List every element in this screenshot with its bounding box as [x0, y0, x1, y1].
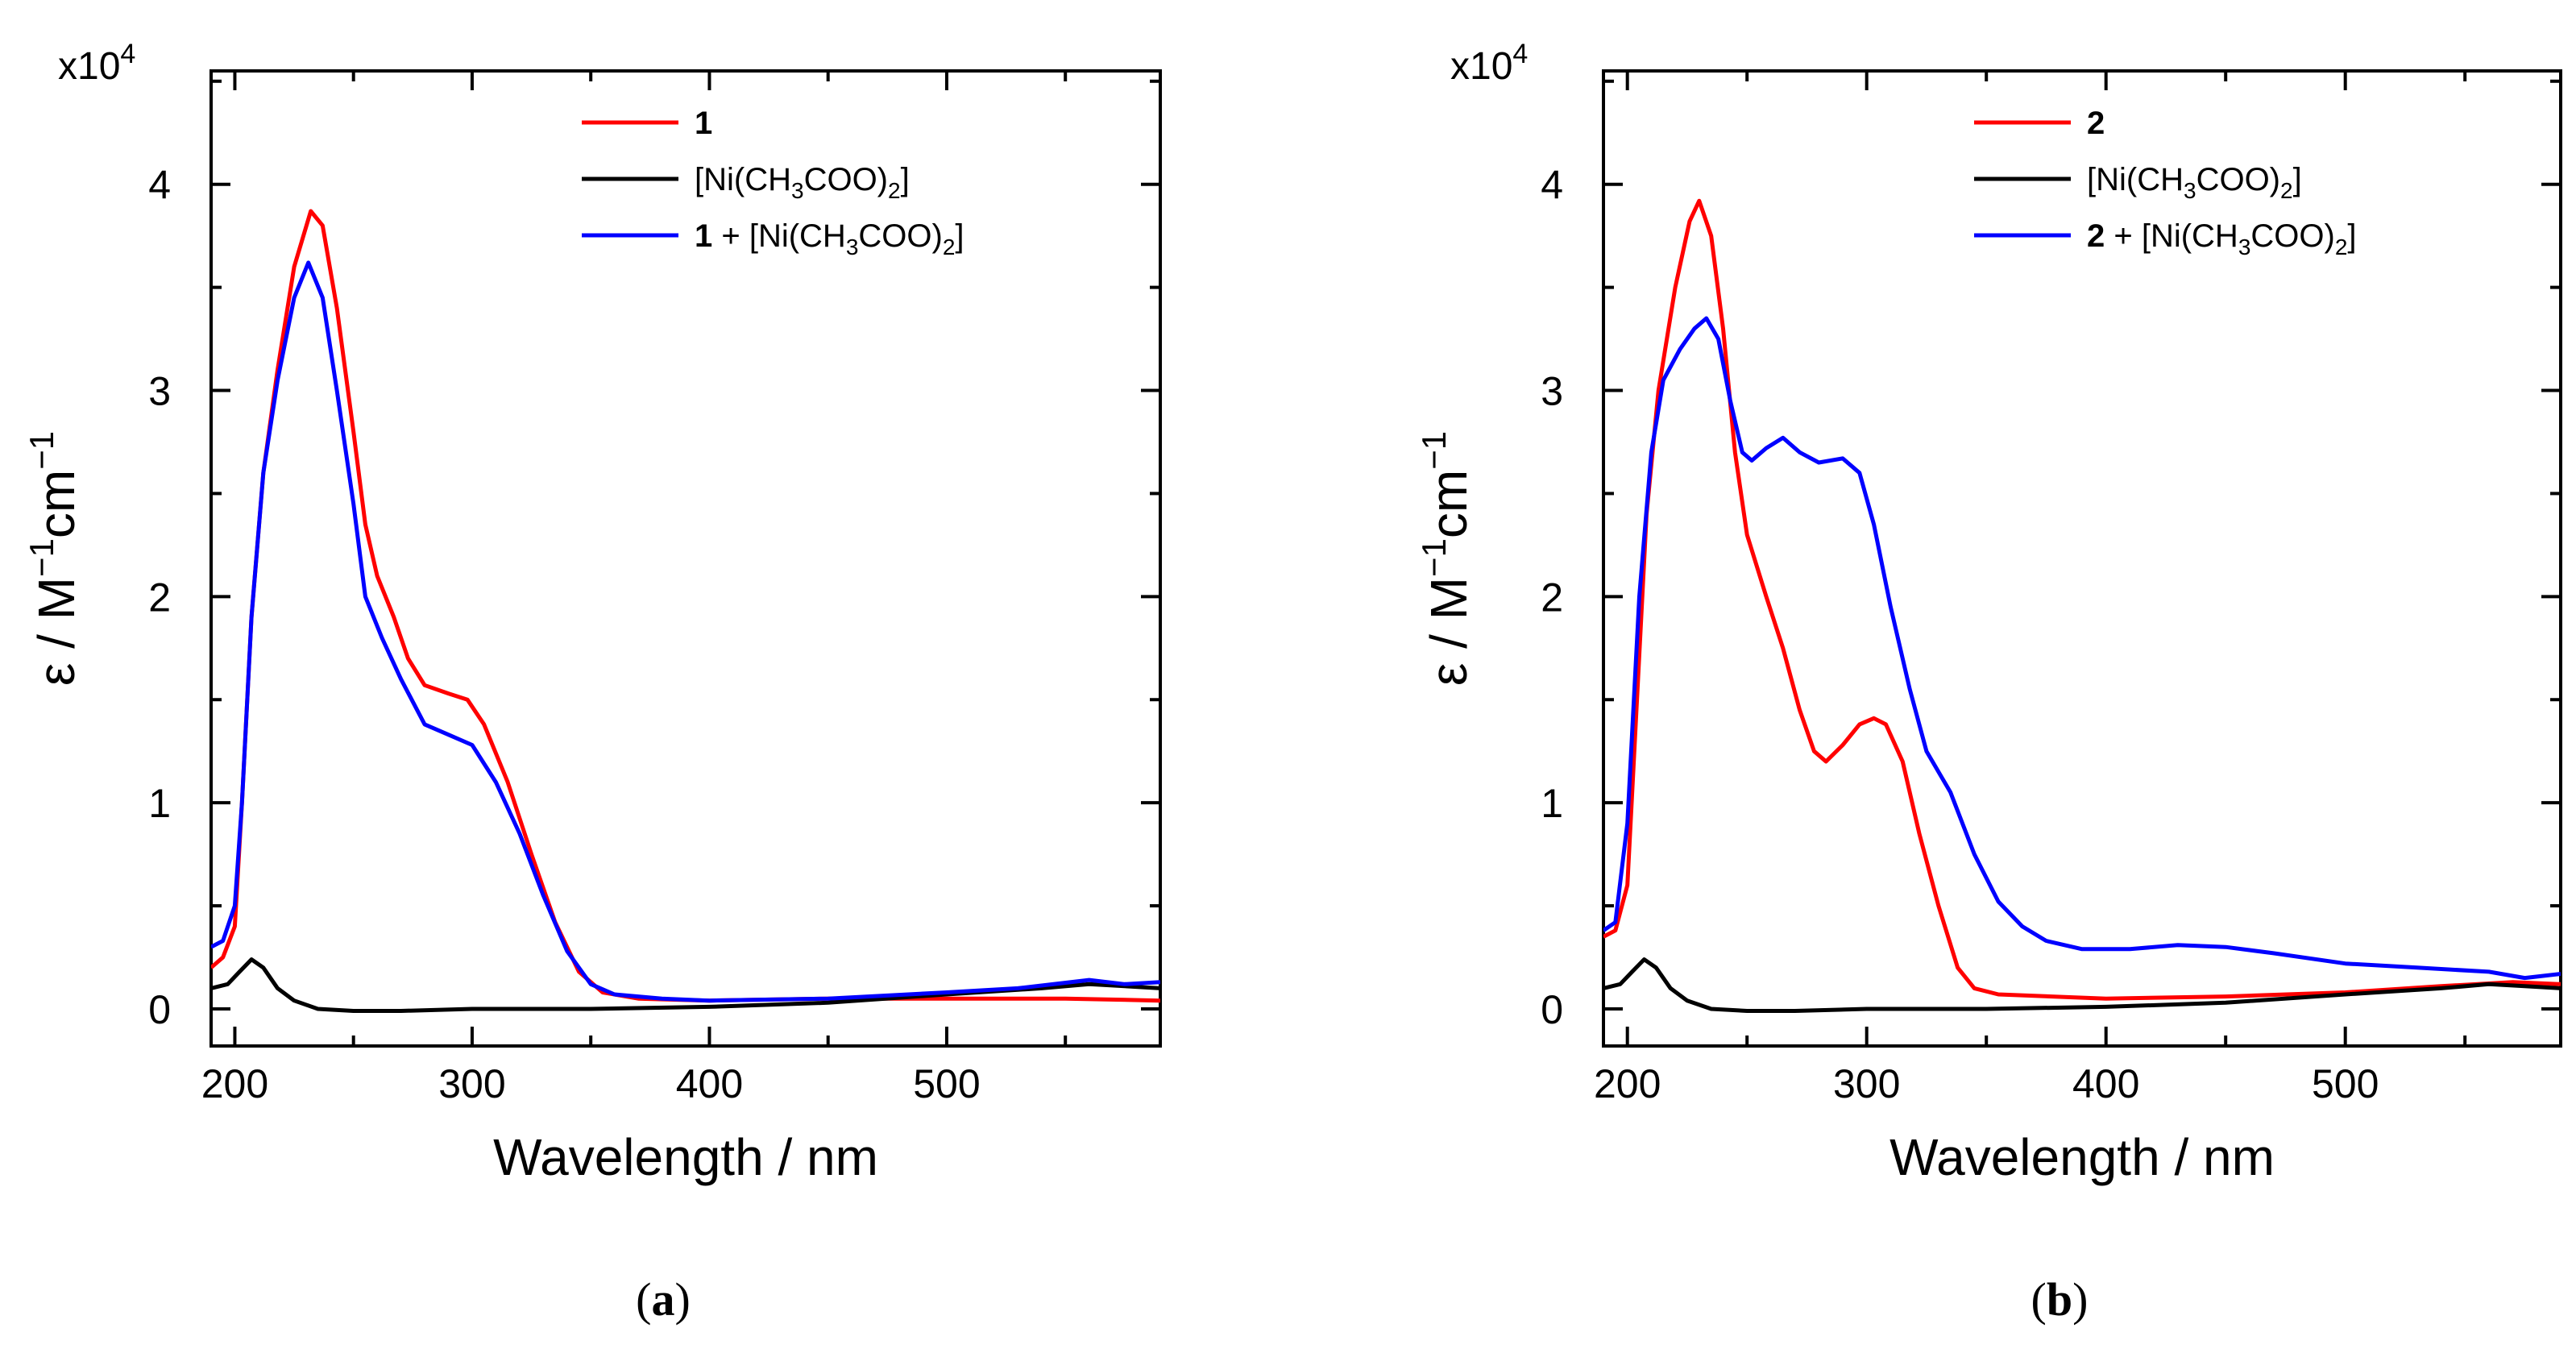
y-tick-label: 1 [1541, 781, 1563, 826]
x-tick-label: 300 [1833, 1061, 1900, 1106]
series-line [1603, 957, 2561, 1013]
y-tick-label: 0 [1541, 987, 1563, 1032]
y-tick-label: 0 [148, 987, 171, 1032]
panel-label: (b) [2031, 1273, 2089, 1326]
x-tick-label: 400 [2072, 1061, 2139, 1106]
series-line [211, 957, 1160, 1013]
x-tick-label: 400 [676, 1061, 743, 1106]
y-tick-label: 3 [1541, 369, 1563, 414]
y-multiplier: x104 [1450, 39, 1528, 88]
y-tick-label: 3 [148, 369, 171, 414]
y-axis-title: ε / M−1cm−1 [1415, 431, 1478, 686]
panel-b: 200 300 400 500 0 1 2 3 4 x104 Wavelength / nm ε / … [1415, 39, 2562, 1326]
series-line [1603, 198, 2561, 1001]
series-line [1603, 316, 2561, 981]
y-tick-label: 4 [148, 163, 171, 208]
legend-label: 2 [2087, 106, 2105, 141]
legend-label: 1 + [Ni(CH3COO)2] [695, 218, 964, 259]
y-tick-label: 2 [1541, 575, 1563, 620]
x-axis-title: Wavelength / nm [493, 1128, 878, 1186]
y-tick-label: 1 [148, 781, 171, 826]
y-tick-label: 4 [1541, 163, 1563, 208]
legend-label: 2 + [Ni(CH3COO)2] [2087, 218, 2357, 259]
x-tick-label: 500 [2312, 1061, 2379, 1106]
y-tick-label: 2 [148, 575, 171, 620]
legend-label: [Ni(CH3COO)2] [2087, 162, 2302, 203]
series-line [211, 209, 1160, 1003]
legend-label: 1 [695, 106, 712, 141]
panel-label: (a) [636, 1273, 691, 1326]
legend-label: [Ni(CH3COO)2] [695, 162, 910, 203]
x-axis-title: Wavelength / nm [1889, 1128, 2275, 1186]
x-tick-label: 200 [201, 1061, 268, 1106]
series-line [211, 260, 1160, 1003]
x-tick-label: 200 [1594, 1061, 1661, 1106]
plot-frame [209, 69, 1162, 1048]
panel-a: 200 300 400 500 0 1 2 3 4 x104 Wavelength / nm ε / … [23, 39, 1162, 1326]
x-tick-label: 500 [913, 1061, 980, 1106]
y-axis-title: ε / M−1cm−1 [23, 431, 85, 686]
x-tick-label: 300 [438, 1061, 505, 1106]
plot-frame [1602, 69, 2562, 1048]
y-multiplier: x104 [58, 39, 135, 88]
